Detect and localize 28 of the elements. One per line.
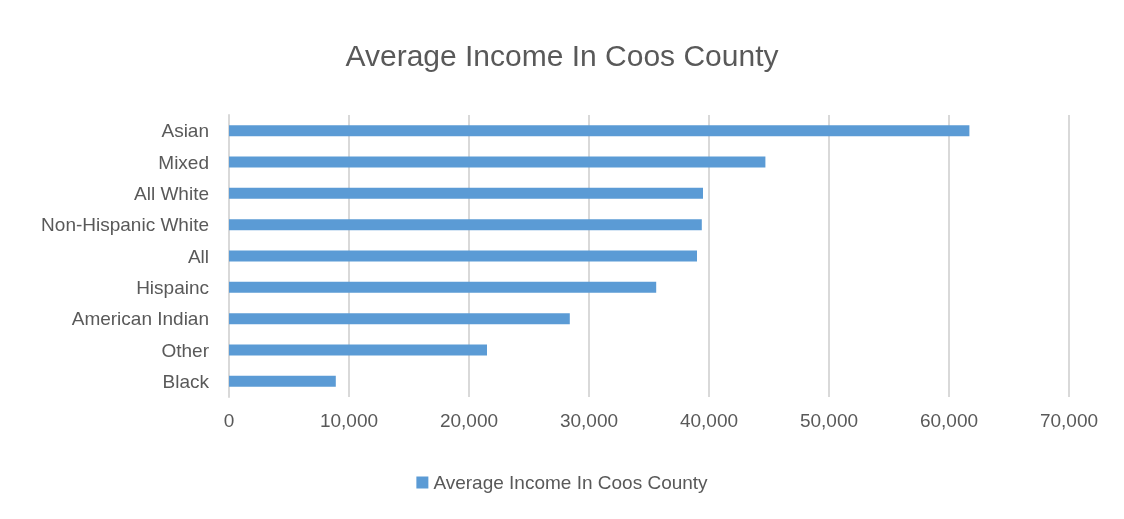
bar xyxy=(229,156,766,168)
x-tick-label: 10,000 xyxy=(319,410,379,431)
y-tick-label: All xyxy=(187,245,209,267)
bar xyxy=(229,187,703,199)
legend-label: Average Income In Coos County xyxy=(433,472,709,493)
y-tick-label: Non-Hispanic White xyxy=(41,214,209,236)
bar xyxy=(229,281,657,293)
y-tick-label: American Indian xyxy=(71,308,209,330)
chart-title: Average Income In Coos County xyxy=(345,38,779,72)
bar xyxy=(229,344,487,356)
bar xyxy=(229,125,970,137)
x-tick-label: 40,000 xyxy=(679,410,739,431)
x-tick-label: 30,000 xyxy=(559,410,619,431)
x-tick-label: 60,000 xyxy=(919,410,979,431)
y-tick-label: Black xyxy=(162,370,210,392)
x-tick-label: 20,000 xyxy=(439,410,499,431)
x-tick-label: 50,000 xyxy=(799,410,859,431)
y-tick-label: Asian xyxy=(161,120,209,142)
bar xyxy=(229,375,336,387)
bar xyxy=(229,250,697,262)
x-tick-label: 70,000 xyxy=(1039,410,1099,431)
y-tick-label: Hispainc xyxy=(136,276,209,298)
y-tick-label: Mixed xyxy=(158,151,209,173)
y-tick-label: Other xyxy=(161,339,210,361)
bar xyxy=(229,313,570,325)
y-tick-label: All White xyxy=(134,182,209,204)
x-tick-label: 0 xyxy=(223,410,235,431)
bar xyxy=(229,219,702,231)
